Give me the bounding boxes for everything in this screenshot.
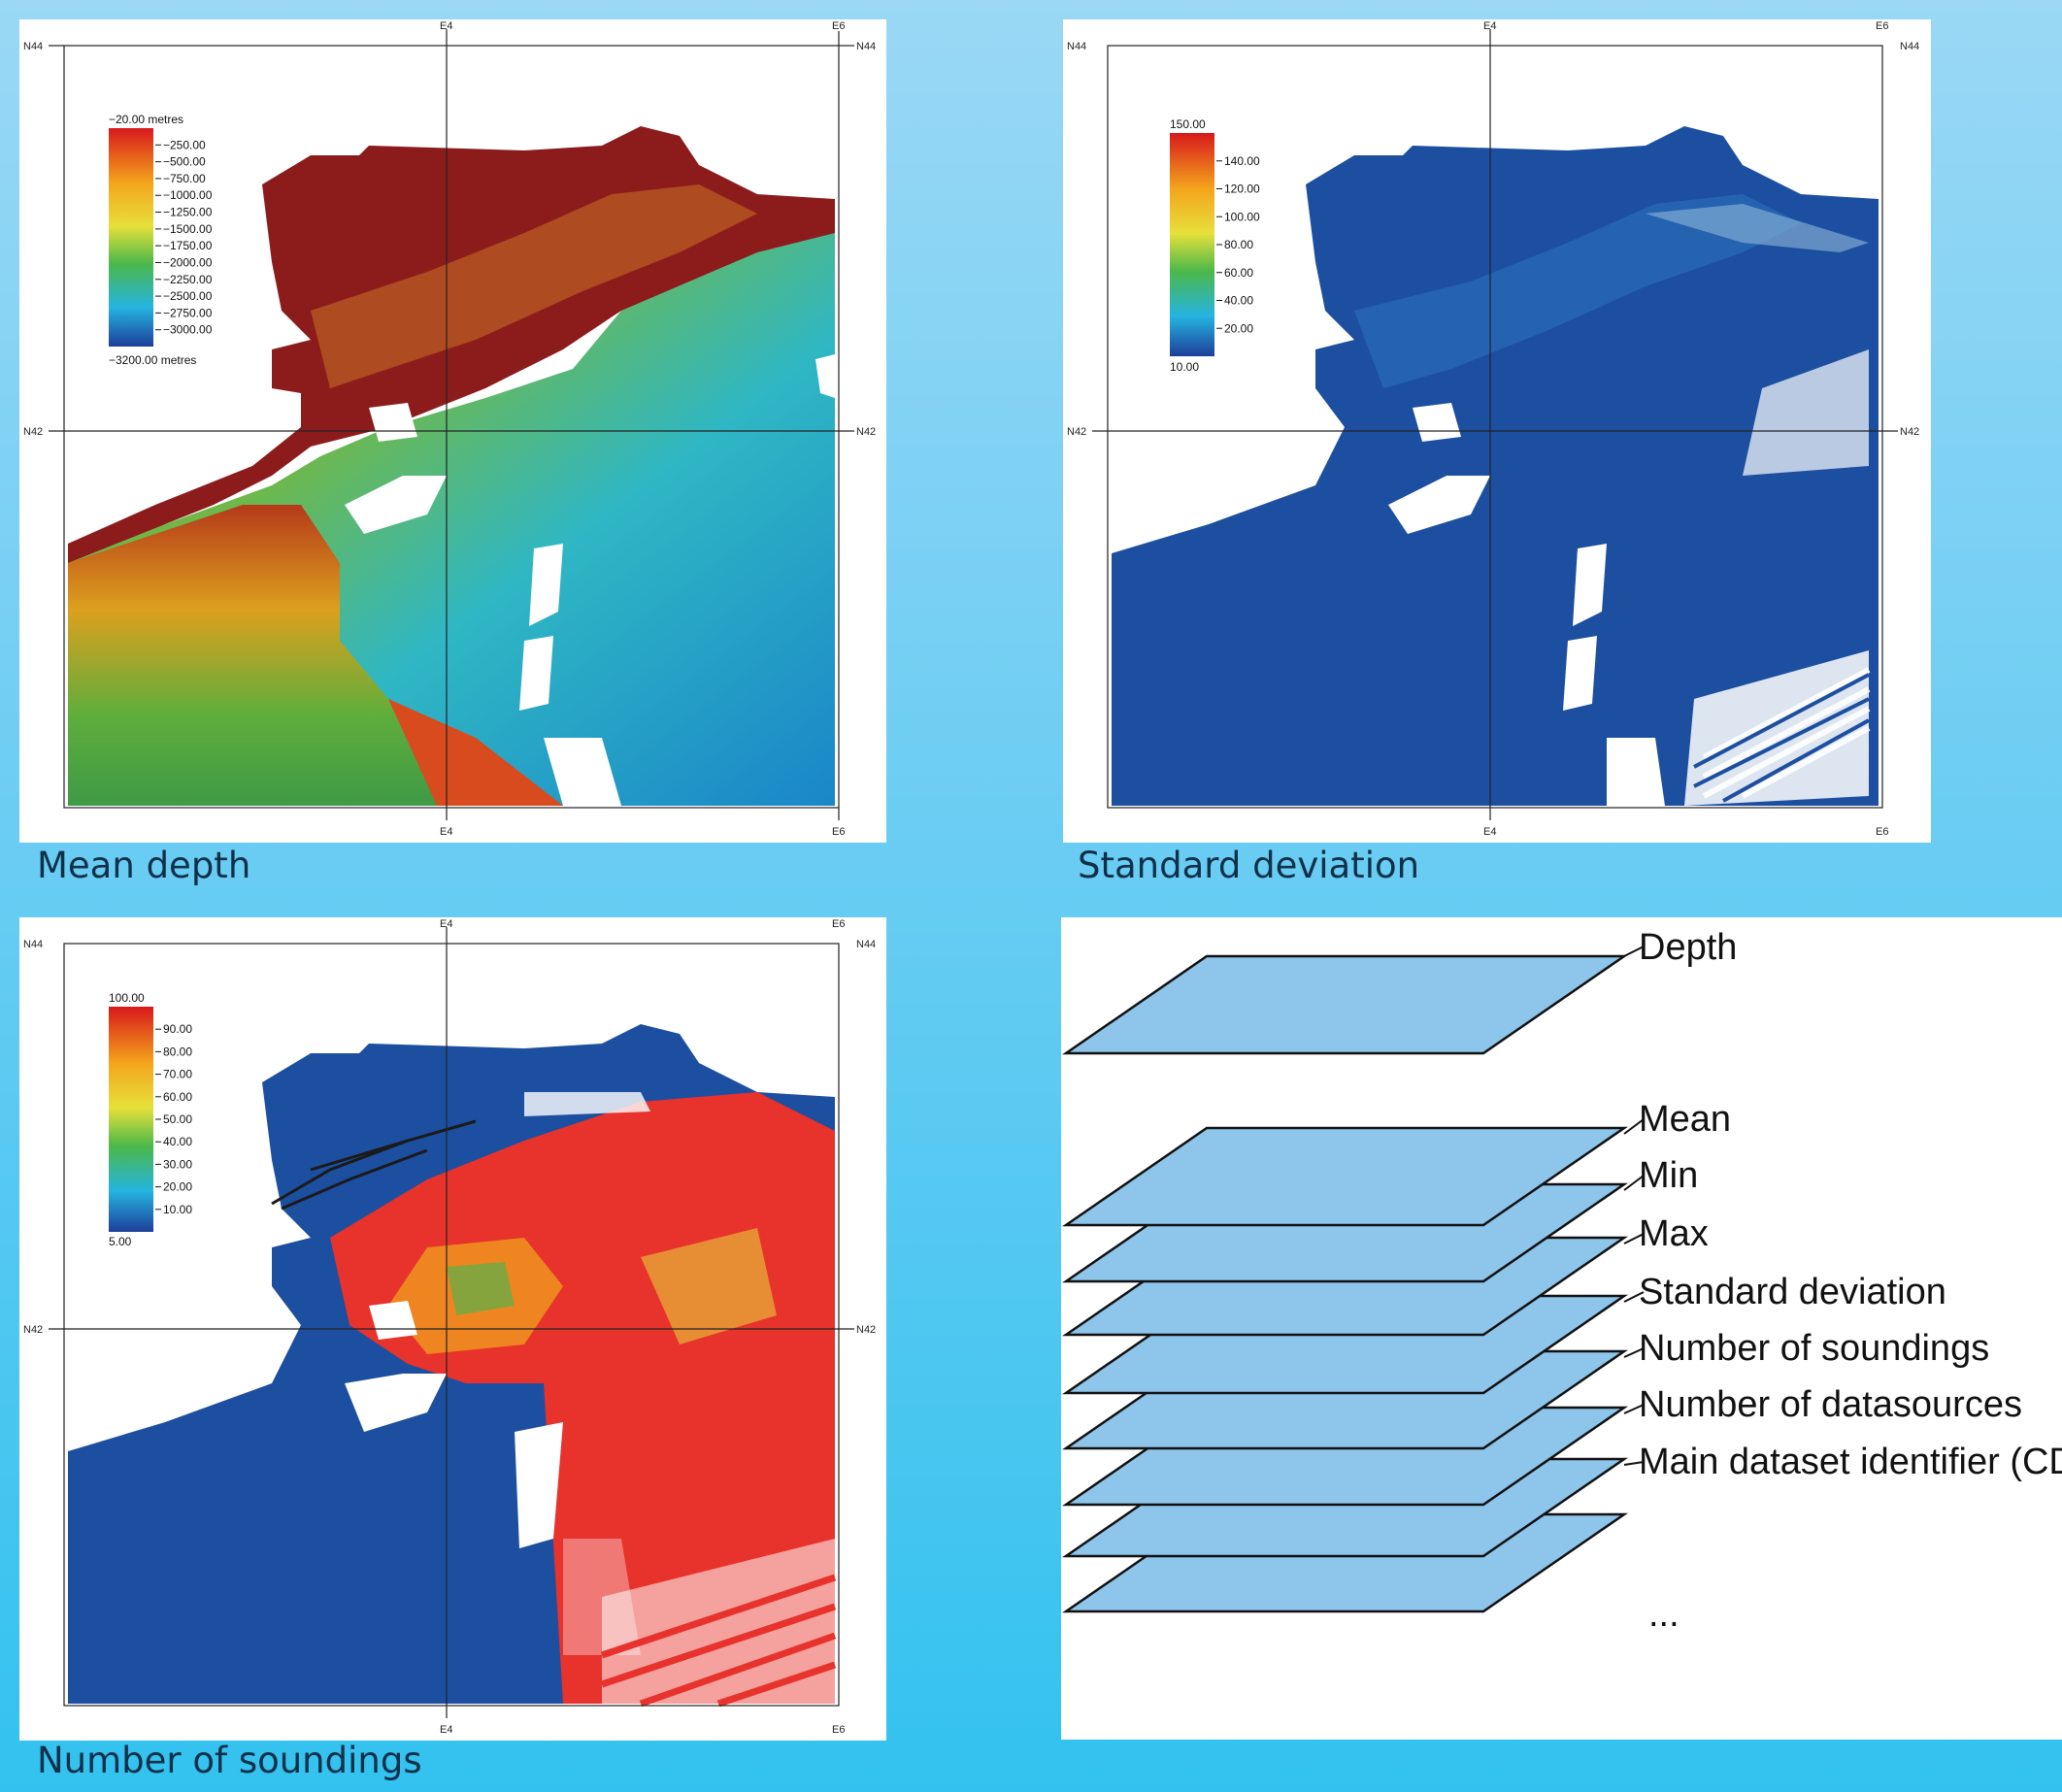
layer-connector [1623,1118,1645,1135]
lat-label-n42-right: N42 [1900,426,1919,438]
map-frame [49,927,854,1718]
std-legend-tick-label: 40.00 [1224,294,1253,308]
lon-label-e4-bottom: E4 [440,826,452,838]
lat-label-n44-left: N44 [23,939,43,950]
depth-legend-tick-label: −1750.00 [163,239,213,252]
std-dev-map-panel: E4 E6 E4 E6 N44 N44 N42 N42 150.00 140.0… [1063,19,1931,843]
lat-label-n44-left: N44 [23,41,43,52]
mean-depth-map-panel: E4 E6 E4 E6 N44 N44 N42 N42 −20.00 metre… [19,19,886,843]
depth-legend-tick-label: −1500.00 [163,222,213,236]
layer-connector [1623,1461,1645,1466]
lon-label-e4-top: E4 [440,20,452,32]
lat-label-n42-left: N42 [1067,426,1086,438]
depth-legend-tick-label: −500.00 [163,155,206,169]
layer-label: Number of datasources [1639,1384,2022,1425]
legend-bottom-label: 5.00 [109,1235,132,1248]
sound-legend-tick-label: 50.00 [163,1112,192,1126]
depth-bathymetry [68,126,835,806]
layer-label: Main dataset identifier (CDI) [1639,1442,2062,1482]
soundings-map-panel: E4 E6 E4 E6 N44 N44 N42 N42 100.00 90.00… [19,917,886,1741]
sound-legend-tick-label: 10.00 [163,1203,192,1216]
layer-label: Number of soundings [1639,1328,1989,1369]
lon-label-e6-top: E6 [832,20,845,32]
map-frame [49,29,854,820]
depth-legend-tick-label: −2500.00 [163,289,213,303]
survey-track-gaps [1702,667,1871,799]
depth-legend-tick-label: −2750.00 [163,306,213,319]
layer-stack-diagram: Depth Mean Min Max Standard deviation Number… [1061,917,2062,1740]
layer-connector [1623,1404,1645,1414]
lon-label-e6-bottom: E6 [1876,826,1888,838]
std-legend-tick-label: 140.00 [1224,154,1260,168]
lat-label-n44-right: N44 [1900,41,1919,52]
std-legend-tick-label: 120.00 [1224,183,1260,196]
layer-connector [1623,1347,1645,1358]
legend-top-label: −20.00 metres [109,113,183,126]
depth-legend-tick-label: −3000.00 [163,323,213,337]
lon-label-e4-top: E4 [440,918,452,930]
std-legend-tick-label: 60.00 [1224,266,1253,280]
soundings-field [68,1024,835,1704]
lat-label-n42-left: N42 [23,426,43,438]
sound-legend-tick-label: 40.00 [163,1135,192,1148]
depth-legend-tick-label: −250.00 [163,138,206,151]
layer-connector [1623,1233,1645,1244]
legend-top-label: 100.00 [109,991,145,1005]
depth-color-legend: −20.00 metres −250.00 −500.00 −750.00 −1000… [109,113,213,367]
legend-top-label: 150.00 [1170,117,1206,131]
layer-plane [1061,1126,1629,1227]
layer-label-depth: Depth [1639,927,1737,968]
sound-legend-tick-label: 80.00 [163,1045,192,1058]
std-legend-tick-label: 100.00 [1224,210,1260,223]
lon-label-e4-bottom: E4 [440,1724,452,1736]
legend-bottom-label: −3200.00 metres [109,353,196,367]
soundings-color-legend: 100.00 90.00 80.00 70.00 60.00 50.00 40.00 30.… [109,991,192,1248]
survey-tracks [1693,673,1870,803]
layer-connector [1623,1175,1645,1191]
depth-legend-tick-label: −750.00 [163,172,206,185]
std-dev-field [1112,126,1879,806]
lon-label-e4-top: E4 [1483,20,1496,32]
std-dev-color-legend: 150.00 140.00 120.00 100.00 80.00 60.00 40.00… [1170,117,1260,374]
lon-label-e6-bottom: E6 [832,1724,845,1736]
depth-legend-tick-label: −2000.00 [163,255,213,269]
lat-label-n42-right: N42 [856,1324,876,1336]
lon-label-e4-bottom: E4 [1483,826,1496,838]
sound-legend-tick-label: 30.00 [163,1157,192,1171]
layer-label: Max [1639,1213,1709,1254]
layer-label-ellipsis: ... [1648,1594,1680,1635]
sound-legend-tick-label: 90.00 [163,1022,192,1036]
lat-label-n44-left: N44 [1067,41,1086,52]
ship-tracks [271,1119,477,1211]
sound-legend-tick-label: 20.00 [163,1180,192,1194]
caption-mean-depth: Mean depth [37,845,251,886]
std-legend-tick-label: 20.00 [1224,321,1253,335]
survey-tracks [600,1574,837,1708]
std-legend-tick-label: 80.00 [1224,238,1253,251]
map-frame [1092,29,1898,820]
legend-bottom-label: 10.00 [1170,360,1199,374]
sound-legend-tick-label: 60.00 [163,1090,192,1104]
lat-label-n44-right: N44 [856,939,876,950]
caption-number-of-soundings: Number of soundings [37,1740,422,1781]
lon-label-e6-top: E6 [1876,20,1888,32]
layer-label: Standard deviation [1639,1272,1946,1312]
layer-connector [1623,1291,1645,1303]
sound-legend-tick-label: 70.00 [163,1068,192,1081]
lon-label-e6-bottom: E6 [832,826,845,838]
lat-label-n44-right: N44 [856,41,876,52]
lat-label-n42-left: N42 [23,1324,43,1336]
layer-stack [1061,954,1629,1613]
depth-legend-tick-label: −2250.00 [163,273,213,286]
layer-label: Min [1639,1155,1698,1196]
layer-connector-depth [1623,946,1645,957]
lat-label-n42-right: N42 [856,426,876,438]
layer-label: Mean [1639,1099,1731,1140]
lon-label-e6-top: E6 [832,918,845,930]
depth-legend-tick-label: −1000.00 [163,188,213,202]
caption-standard-deviation: Standard deviation [1078,845,1420,886]
layer-plane-depth [1061,954,1629,1055]
depth-legend-tick-label: −1250.00 [163,206,213,219]
